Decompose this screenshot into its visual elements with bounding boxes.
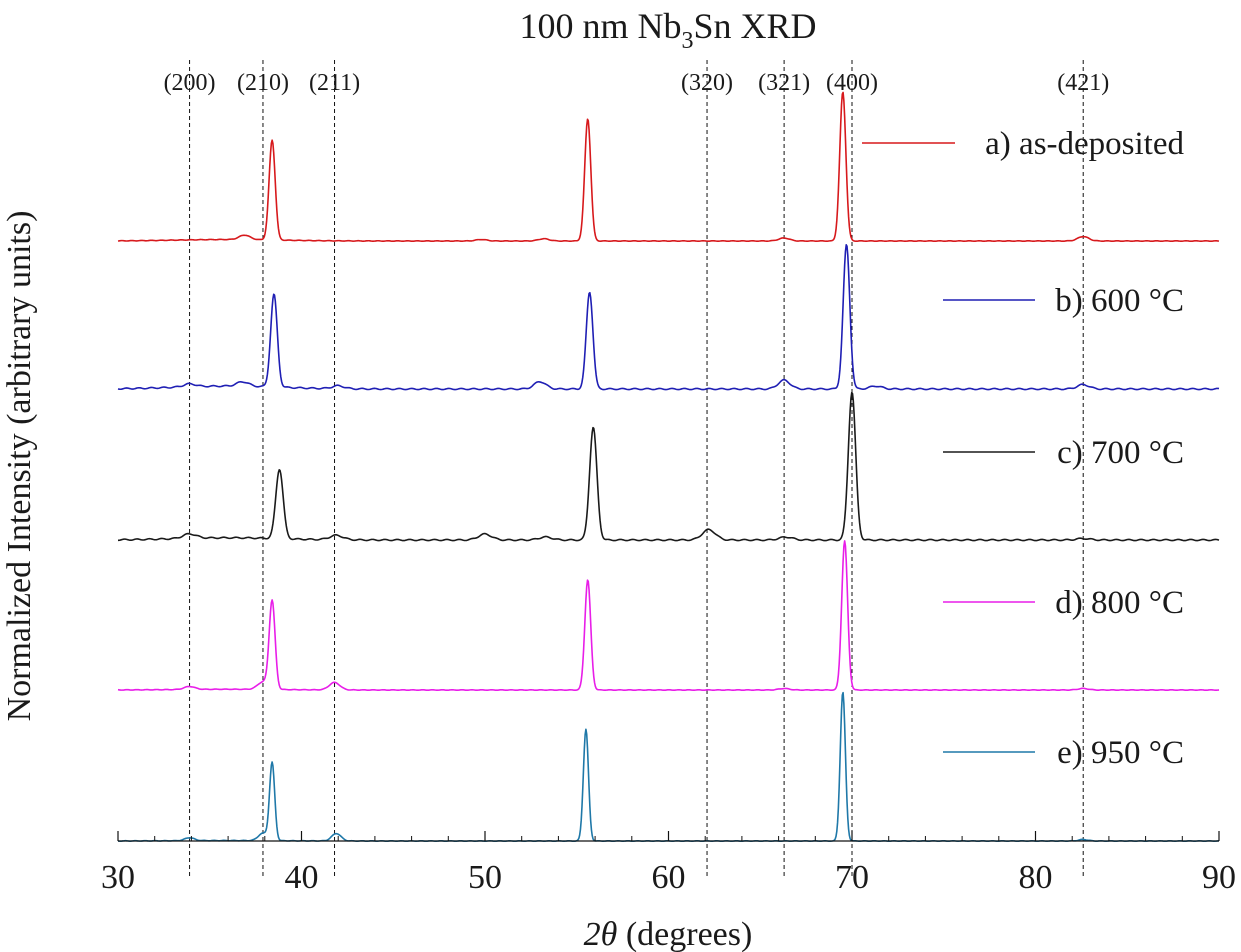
x-axis: 30 40 50 60 70 80 90 xyxy=(101,831,1236,896)
reference-label: (200) xyxy=(164,70,216,96)
legend: a) as-deposited b) 600 °C c) 700 °C d) 800 … xyxy=(862,126,1184,771)
legend-label: e) 950 °C xyxy=(1057,735,1184,771)
chart-title-subscript: 3 xyxy=(681,28,693,54)
series-line xyxy=(117,244,1220,391)
series-line xyxy=(117,540,1220,692)
chart-title-suffix: Sn XRD xyxy=(693,6,816,46)
legend-label: d) 800 °C xyxy=(1055,585,1184,621)
reference-lines: (200) (210) (211) (320) (321) (400) (421) xyxy=(164,60,1109,878)
x-axis-label-variable: 2θ xyxy=(584,916,618,952)
legend-label: b) 600 °C xyxy=(1055,283,1184,319)
x-tick-label: 60 xyxy=(652,859,686,896)
reference-label: (400) xyxy=(826,70,878,96)
series-line xyxy=(117,391,1220,542)
reference-label: (421) xyxy=(1057,70,1109,96)
series-line xyxy=(117,691,1220,843)
chart-title-prefix: 100 nm Nb xyxy=(519,6,681,46)
x-tick-label: 50 xyxy=(468,859,502,896)
reference-label: (211) xyxy=(309,70,360,96)
legend-label: a) as-deposited xyxy=(985,126,1184,162)
y-axis-label: Normalized Intensity (arbitrary units) xyxy=(1,211,38,722)
x-tick-label: 90 xyxy=(1202,859,1236,896)
chart-title: 100 nm Nb3Sn XRD xyxy=(519,6,816,54)
legend-label: c) 700 °C xyxy=(1057,435,1184,471)
x-tick-label: 80 xyxy=(1019,859,1053,896)
reference-label: (210) xyxy=(237,70,289,96)
reference-label: (321) xyxy=(758,70,810,96)
reference-label: (320) xyxy=(681,70,733,96)
x-tick-label: 40 xyxy=(285,859,319,896)
x-tick-label: 70 xyxy=(835,859,869,896)
x-axis-label-units: (degrees) xyxy=(617,916,752,952)
series-group xyxy=(117,91,1220,843)
series-line xyxy=(117,91,1220,243)
x-axis-label: 2θ (degrees) xyxy=(584,916,753,952)
x-tick-label: 30 xyxy=(101,859,135,896)
